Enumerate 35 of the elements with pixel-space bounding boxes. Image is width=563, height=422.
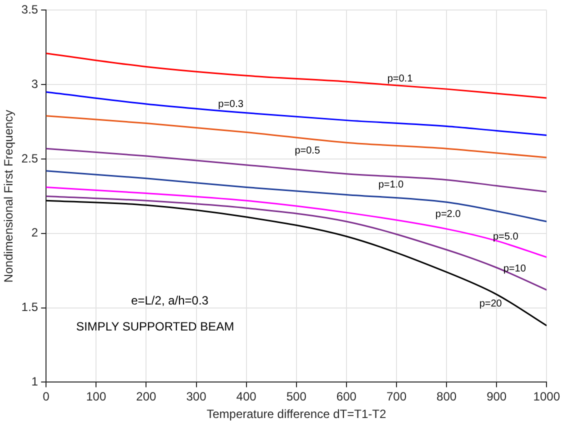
x-tick-label: 600 [336, 390, 357, 404]
series-label: p=0.1 [387, 73, 414, 84]
series-label: p=2.0 [435, 209, 462, 220]
y-tick-label: 2.5 [21, 151, 38, 166]
x-tick-label: 200 [136, 390, 157, 404]
y-tick-label: 2 [31, 226, 38, 240]
line-series [46, 115, 547, 158]
series-label: p=0.3 [218, 99, 244, 110]
x-tick-label: 700 [386, 390, 407, 404]
x-tick-label: 400 [236, 390, 257, 404]
x-tick-label: 1000 [533, 390, 560, 404]
y-tick-label: 1 [31, 374, 38, 389]
series-label: p=1.0 [378, 179, 404, 190]
series-label: p=20 [479, 298, 502, 310]
x-tick-label: 900 [486, 390, 507, 404]
series-label: p=5.0 [492, 232, 519, 243]
x-tick-label: 300 [186, 390, 207, 404]
y-axis-title: Nondimensional First Frequency [2, 110, 16, 283]
x-tick-label: 100 [86, 390, 106, 404]
line-series [46, 52, 547, 99]
series-label: p=10 [503, 263, 526, 274]
y-tick-label: 1.5 [21, 300, 38, 314]
annotation: e=L/2, a/h=0.3 [131, 294, 209, 308]
line-series [46, 170, 547, 222]
line-series [46, 148, 547, 192]
x-tick-label: 500 [286, 390, 307, 404]
y-tick-label: 3.5 [21, 2, 38, 17]
x-tick-label: 800 [436, 390, 457, 404]
annotation: SIMPLY SUPPORTED BEAM [76, 320, 234, 334]
series-label: p=0.5 [294, 145, 320, 156]
line-series [46, 91, 547, 136]
line-series [46, 195, 547, 291]
y-tick-label: 3 [31, 76, 38, 91]
x-axis-title: Temperature difference dT=T1-T2 [206, 407, 386, 422]
x-tick-label: 0 [42, 390, 50, 404]
